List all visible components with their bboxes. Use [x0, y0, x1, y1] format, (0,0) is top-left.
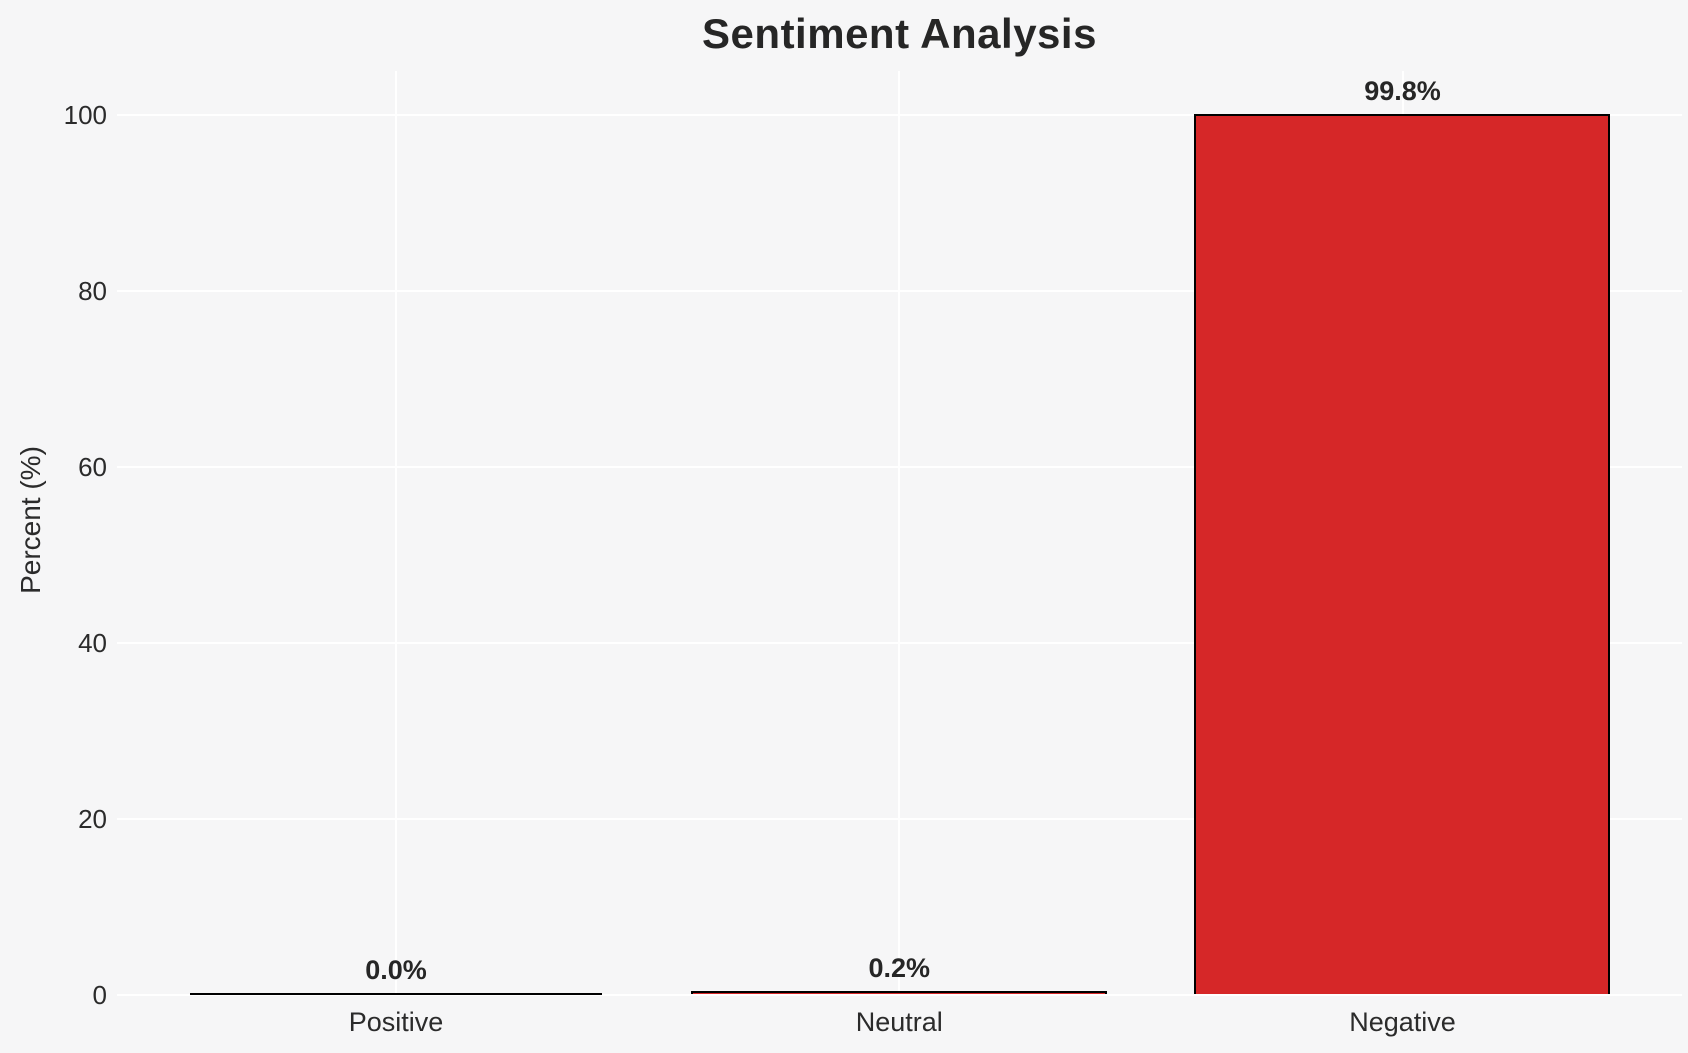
gridline-vertical — [898, 71, 901, 995]
bar-value-label: 0.2% — [868, 952, 931, 983]
gridline-vertical — [395, 71, 397, 995]
y-tick-label: 20 — [78, 804, 107, 834]
chart-title: Sentiment Analysis — [702, 10, 1097, 57]
x-tick-label: Neutral — [855, 1007, 943, 1037]
bar-neutral — [690, 990, 1107, 995]
bar-value-label: 99.8% — [1364, 76, 1441, 107]
bar-value-label: 0.0% — [365, 954, 427, 985]
y-tick-label: 100 — [63, 100, 107, 130]
x-tick-label: Positive — [348, 1007, 444, 1037]
y-tick-label: 0 — [92, 980, 107, 1010]
bar-negative — [1194, 114, 1610, 995]
gridline-horizontal — [117, 994, 1682, 996]
y-tick-label: 40 — [78, 628, 107, 658]
y-tick-label: 80 — [78, 276, 107, 306]
bar-positive — [190, 992, 602, 995]
y-tick-label: 60 — [78, 452, 107, 482]
x-tick-label: Negative — [1349, 1007, 1456, 1037]
